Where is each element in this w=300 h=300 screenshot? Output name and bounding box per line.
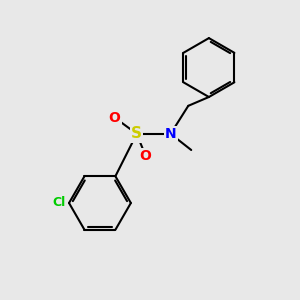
Text: N: N [165,127,176,141]
Text: Cl: Cl [52,196,65,209]
Text: O: O [140,149,152,163]
Text: S: S [131,126,142,141]
Text: O: O [109,111,121,124]
